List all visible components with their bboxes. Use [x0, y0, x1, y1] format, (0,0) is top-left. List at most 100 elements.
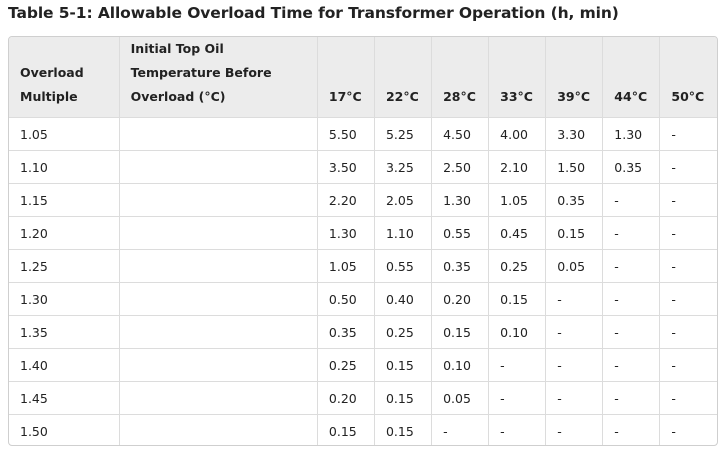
table-row: 1.35 0.35 0.25 0.15 0.10- - -: [9, 315, 717, 349]
cell-overload-multiple: 1.25: [9, 249, 120, 283]
cell-overload-time: 0.20: [431, 282, 490, 316]
cell-overload-time: 0.10: [488, 315, 547, 349]
cell-initial-temperature: [119, 183, 318, 217]
cell-initial-temperature: [119, 414, 318, 445]
cell-overload-time: 0.15: [317, 414, 375, 445]
cell-overload-multiple: 1.05: [9, 117, 120, 151]
cell-initial-temperature: [119, 282, 318, 316]
header-multiple-line2: Multiple: [20, 89, 78, 104]
table-body: 1.05 5.50 5.25 4.50 4.00 3.30 1.30-1.10 3.50 3.2…: [9, 117, 717, 445]
table-row: 1.30 0.50 0.40 0.20 0.15- - -: [9, 282, 717, 316]
cell-overload-time: -: [659, 348, 717, 382]
cell-overload-time: -: [671, 423, 676, 439]
header-overload-multiple: Overload Multiple: [9, 37, 120, 118]
table-row: 1.05 5.50 5.25 4.50 4.00 3.30 1.30-: [9, 117, 717, 151]
cell-overload-time: 2.05: [374, 183, 433, 217]
cell-overload-multiple: 1.35: [9, 315, 120, 349]
cell-overload-multiple: 1.45: [9, 381, 120, 415]
cell-overload-time: 0.15: [545, 216, 604, 250]
table-header: Overload Multiple Initial Top Oil Temper…: [9, 37, 717, 118]
cell-overload-time: -: [659, 150, 717, 184]
cell-overload-time: 1.05: [488, 183, 547, 217]
cell-initial-temperature: [119, 249, 318, 283]
cell-overload-time: 0.55: [431, 216, 490, 250]
cell-overload-time: -: [659, 381, 717, 415]
cell-overload-time: -: [659, 282, 717, 316]
cell-overload-time: -: [602, 282, 661, 316]
cell-overload-time: 0.35: [545, 183, 604, 217]
cell-overload-time: 0.05: [431, 381, 490, 415]
header-temp-33: 33°C: [488, 37, 547, 118]
cell-overload-multiple: 1.15: [9, 183, 120, 217]
cell-overload-time: 1.30: [317, 216, 375, 250]
cell-overload-multiple: 1.50: [9, 414, 120, 445]
cell-overload-time: 1.10: [374, 216, 433, 250]
cell-overload-time: 0.50: [317, 282, 375, 316]
cell-overload-time: -: [602, 249, 661, 283]
cell-overload-time: 5.50: [317, 117, 375, 151]
cell-overload-multiple: 1.30: [9, 282, 120, 316]
cell-overload-time: -: [545, 315, 604, 349]
cell-overload-time: 1.30: [602, 117, 661, 151]
cell-overload-time: 1.05: [317, 249, 375, 283]
cell-overload-time: 3.25: [374, 150, 433, 184]
cell-overload-time: 2.50: [431, 150, 490, 184]
header-initial-line2: Temperature Before: [130, 65, 272, 80]
header-multiple-line1: Overload: [20, 65, 84, 80]
cell-overload-time: -: [545, 282, 604, 316]
cell-overload-time: -: [602, 216, 661, 250]
cell-overload-time: -: [659, 117, 717, 151]
table-row: 1.20 1.30 1.10 0.55 0.45 0.15- -: [9, 216, 717, 250]
cell-initial-temperature: [119, 117, 318, 151]
cell-overload-time: 0.25: [374, 315, 433, 349]
cell-initial-temperature: [119, 381, 318, 415]
header-row: Overload Multiple Initial Top Oil Temper…: [9, 37, 717, 118]
table-row: 1.45 0.20 0.15 0.05- - - -: [9, 381, 717, 415]
header-initial-temperature: Initial Top Oil Temperature Before Overl…: [119, 37, 318, 118]
table-row: 1.40 0.25 0.15 0.10- - - -: [9, 348, 717, 382]
cell-overload-time: -: [659, 249, 717, 283]
cell-overload-time: 0.40: [374, 282, 433, 316]
header-temp-39: 39°C: [545, 37, 604, 118]
cell-initial-temperature: [119, 216, 318, 250]
table-row: 1.10 3.50 3.25 2.50 2.10 1.50 0.35-: [9, 150, 717, 184]
cell-overload-time: -: [602, 183, 661, 217]
cell-overload-time: -: [659, 183, 717, 217]
cell-overload-time: 5.25: [374, 117, 433, 151]
cell-overload-time: -: [602, 315, 661, 349]
cell-overload-time: 1.50: [545, 150, 604, 184]
table-row: 1.25 1.05 0.55 0.35 0.25 0.05- -: [9, 249, 717, 283]
cell-overload-time: 0.25: [317, 348, 375, 382]
cell-overload-time: -: [545, 381, 604, 415]
cell-overload-time: 4.00: [488, 117, 547, 151]
cell-overload-time: 1.30: [431, 183, 490, 217]
cell-overload-time: 0.05: [545, 249, 604, 283]
cell-overload-time: 0.25: [488, 249, 547, 283]
table-row: 1.15 2.20 2.05 1.30 1.05 0.35- -: [9, 183, 717, 217]
cell-overload-time: -: [659, 315, 717, 349]
header-temp-44: 44°C: [602, 37, 661, 118]
overload-table: Overload Multiple Initial Top Oil Temper…: [9, 37, 717, 445]
cell-overload-time: 0.35: [431, 249, 490, 283]
cell-overload-time: 2.20: [317, 183, 375, 217]
cell-overload-time: 0.20: [317, 381, 375, 415]
cell-initial-temperature: [119, 150, 318, 184]
cell-overload-time: 0.55: [374, 249, 433, 283]
cell-overload-time: 0.15: [374, 381, 433, 415]
cell-initial-temperature: [119, 315, 318, 349]
header-initial-line1: Initial Top Oil: [130, 41, 224, 56]
cell-overload-time: 2.10: [488, 150, 547, 184]
cell-overload-time: -: [431, 414, 490, 445]
cell-overload-time: 0.10: [431, 348, 490, 382]
cell-overload-time: 0.15: [374, 414, 433, 445]
cell-overload-time: -: [545, 414, 604, 445]
cell-overload-time: 4.50: [431, 117, 490, 151]
cell-overload-time: -: [602, 348, 661, 382]
cell-overload-time: 0.15: [431, 315, 490, 349]
header-temp-28: 28°C: [431, 37, 490, 118]
table-row: 1.50 0.15 0.15- - - - -: [9, 414, 717, 445]
cell-overload-time: 0.35: [602, 150, 661, 184]
cell-overload-time: -: [659, 216, 717, 250]
cell-overload-multiple: 1.20: [9, 216, 120, 250]
cell-overload-multiple: 1.10: [9, 150, 120, 184]
